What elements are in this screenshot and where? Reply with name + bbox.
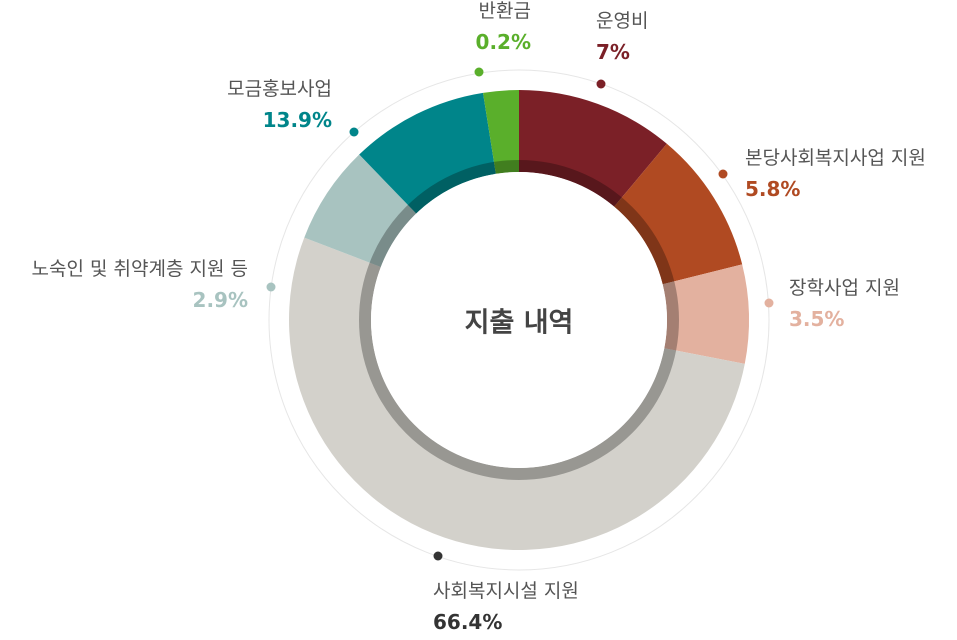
slice-label-3: 장학사업 지원 3.5% <box>789 277 900 332</box>
slice-4 <box>288 237 745 551</box>
slice-5 <box>304 154 417 267</box>
inner-shadow-ring <box>359 160 679 480</box>
slice-label-name: 노숙인 및 취약계층 지원 등 <box>31 258 248 280</box>
slice-marker-2 <box>718 169 728 179</box>
slice-label-1: 운영비 7% <box>596 10 648 65</box>
slice-label-name: 사회복지시설 지원 <box>433 580 579 602</box>
slice-label-7: 반환금 0.2% <box>476 0 531 55</box>
slice-label-name: 반환금 <box>478 0 531 22</box>
slice-label-value: 0.2% <box>475 29 531 54</box>
slice-label-4: 사회복지시설 지원 66.4% <box>433 580 579 635</box>
slice-label-name: 본당사회복지사업 지원 <box>745 147 926 169</box>
slice-marker-3 <box>764 298 774 308</box>
slice-3 <box>662 264 749 364</box>
slice-1 <box>519 90 667 207</box>
slice-2 <box>614 143 743 285</box>
slice-marker-6 <box>349 127 359 137</box>
slice-label-5: 노숙인 및 취약계층 지원 등 2.9% <box>32 258 248 313</box>
slice-label-name: 장학사업 지원 <box>789 277 900 299</box>
slice-label-name: 모금홍보사업 <box>227 78 332 100</box>
slice-label-value: 66.4% <box>433 609 503 634</box>
slice-marker-4 <box>433 551 443 561</box>
slice-label-value: 2.9% <box>192 287 248 312</box>
slice-label-value: 3.5% <box>789 306 845 331</box>
slice-label-name: 운영비 <box>596 10 649 32</box>
slice-label-value: 7% <box>596 39 630 64</box>
slice-label-value: 5.8% <box>745 176 801 201</box>
slice-7 <box>483 90 519 174</box>
chart-title: 지출 내역 <box>464 307 574 339</box>
slice-marker-5 <box>266 282 276 292</box>
slice-label-2: 본당사회복지사업 지원 5.8% <box>745 147 926 202</box>
slice-6 <box>359 92 496 214</box>
slice-label-value: 13.9% <box>262 107 332 132</box>
slice-label-6: 모금홍보사업 13.9% <box>227 78 332 133</box>
slice-marker-1 <box>596 79 606 89</box>
center-hole <box>371 172 667 468</box>
outer-guide-ring <box>268 69 770 571</box>
slice-marker-7 <box>474 67 484 77</box>
